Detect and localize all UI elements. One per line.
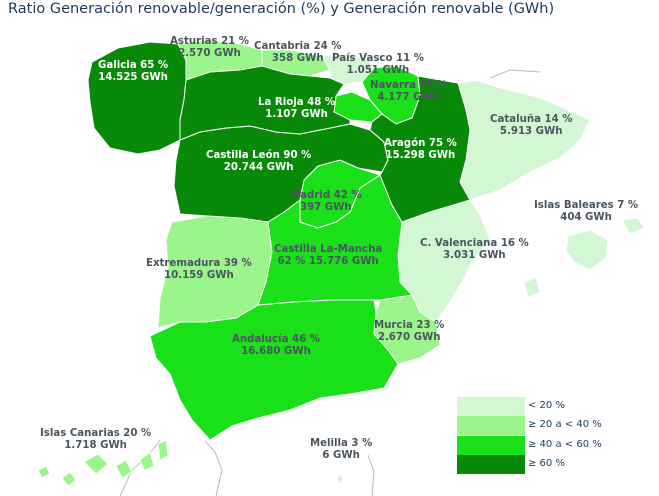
legend-label: ≥ 60 % [528,458,565,469]
region-andalucia[interactable] [149,299,399,441]
label-canarias: Islas Canarias 20 % 1.718 GWh [40,428,152,451]
region-canarias[interactable] [37,439,169,487]
label-valenciana: C. Valenciana 16 % 3.031 GWh [420,238,529,261]
label-cantabria: Cantabria 24 % 358 GWh [254,41,342,64]
label-baleares: Islas Baleares 7 % 404 GWh [534,200,639,223]
label-castilla-leon: Castilla León 90 % 20.744 GWh [206,150,312,173]
label-extremadura: Extremadura 39 % 10.159 GWh [146,258,252,281]
label-galicia: Galicia 65 % 14.525 GWh [98,60,169,83]
label-melilla: Melilla 3 % 6 GWh [310,438,373,461]
legend-label: ≥ 20 a < 40 % [528,419,602,430]
legend-item: ≥ 40 a < 60 % [457,436,625,455]
label-la-rioja: La Rioja 48 % 1.107 GWh [258,97,336,120]
region-cataluna[interactable] [457,79,591,201]
legend-label: < 20 % [528,400,565,411]
legend-swatch [457,436,525,455]
label-andalucia: Andalucía 46 % 16.680 GWh [232,334,320,357]
label-castilla-la-mancha: Castilla La-Mancha 62 % 15.776 GWh [274,244,383,267]
label-cataluna: Cataluña 14 % 5.913 GWh [490,114,573,137]
label-navarra: Navarra 48 % 4.177 GWh [370,80,448,103]
label-madrid: Madrid 42 % 397 GWh [290,190,362,213]
region-baleares[interactable] [523,217,645,299]
label-murcia: Murcia 23 % 2.670 GWh [374,320,445,343]
region-aragon[interactable] [369,75,471,223]
region-castilla-leon-north [179,65,351,141]
legend-label: ≥ 40 a < 60 % [528,439,602,450]
legend-item: < 20 % [457,397,625,416]
legend-swatch [457,455,525,474]
region-melilla[interactable] [335,473,345,485]
legend-item: ≥ 20 a < 40 % [457,416,625,435]
map-title: Ratio Generación renovable/generación (%… [8,1,555,17]
legend-swatch [457,416,525,435]
label-asturias: Asturias 21 % 2.570 GWh [170,36,250,59]
label-pais-vasco: País Vasco 11 % 1.051 GWh [332,53,424,76]
legend-swatch [457,397,525,416]
legend-item: ≥ 60 % [457,455,625,474]
label-aragon: Aragón 75 % 15.298 GWh [384,138,457,161]
